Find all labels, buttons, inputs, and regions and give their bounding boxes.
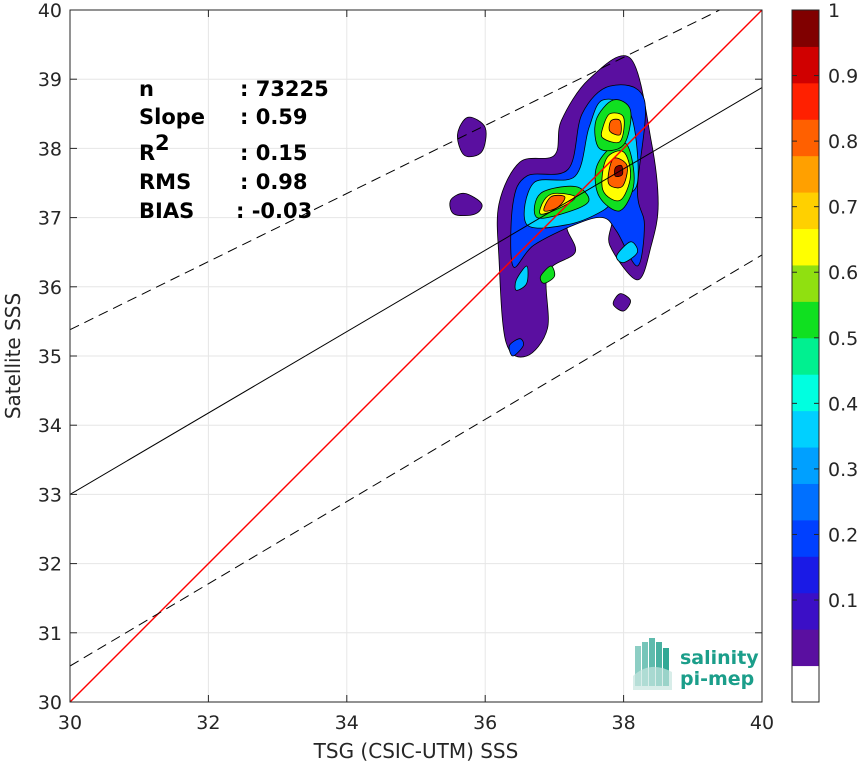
colorbar-tick-label: 0.9	[828, 66, 858, 88]
colorbar-segment	[792, 556, 819, 594]
salinity-pi-mep-logo: salinity pi-mep	[633, 638, 759, 690]
colorbar-segment	[792, 192, 819, 230]
density-contour-18	[608, 118, 622, 136]
x-tick-label: 36	[473, 712, 497, 734]
stat-value-1: : 0.59	[240, 105, 308, 129]
colorbar-segment	[792, 10, 819, 47]
lower-bound-line	[70, 254, 762, 667]
density-contour-1	[457, 116, 487, 158]
x-tick-label: 30	[58, 712, 82, 734]
colorbar-segment	[792, 592, 819, 630]
y-tick-label: 40	[38, 0, 62, 22]
identity-line	[70, 10, 762, 702]
colorbar-tick-label: 0.7	[828, 197, 858, 219]
density-contour-4	[508, 338, 524, 357]
colorbar-tick-label: 1	[828, 0, 840, 22]
y-tick-label: 34	[38, 415, 62, 437]
stat-value-3: : 0.98	[240, 170, 308, 194]
colorbar-segment	[792, 264, 819, 302]
reference-lines	[70, 10, 762, 702]
y-tick-label: 37	[38, 208, 62, 230]
stat-name-3: RMS	[139, 170, 191, 194]
colorbar-segment	[792, 228, 819, 266]
stat-name-1: Slope	[139, 105, 205, 129]
colorbar-segment	[792, 519, 819, 557]
density-contour-8	[616, 241, 638, 264]
y-tick-label: 39	[38, 69, 62, 91]
density-contour-3	[612, 293, 631, 312]
colorbar-segment	[792, 46, 819, 84]
density-contour-19	[614, 164, 624, 177]
colorbar-tick-label: 0.6	[828, 262, 858, 284]
colorbar-tick-label: 0.2	[828, 524, 858, 546]
y-tick-label: 35	[38, 346, 62, 368]
y-tick-label: 30	[38, 692, 62, 714]
colorbar-segment	[792, 410, 819, 448]
colorbar-segment	[792, 155, 819, 193]
stat-name-2: R	[139, 141, 155, 165]
stat-value-0: : 73225	[240, 77, 329, 101]
colorbar-frame	[791, 9, 820, 703]
colorbar-segment	[792, 483, 819, 521]
y-tick-label: 38	[38, 138, 62, 160]
y-axis-label: Satellite SSS	[1, 293, 25, 419]
colorbar-tick-label: 0.4	[828, 393, 858, 415]
stat-name-4: BIAS	[139, 199, 194, 223]
x-tick-label: 38	[612, 712, 636, 734]
density-contour-2	[449, 192, 483, 217]
stat-sup-2: 2	[155, 131, 170, 155]
colorbar-tick-label: 0.3	[828, 459, 858, 481]
x-tick-label: 34	[335, 712, 359, 734]
stat-name-0: n	[139, 77, 154, 101]
density-contour-16	[543, 194, 566, 212]
density-contours	[449, 55, 659, 358]
y-tick-label: 36	[38, 277, 62, 299]
colorbar-segment	[792, 629, 819, 667]
stat-value-2: : 0.15	[240, 141, 308, 165]
y-tick-label: 33	[38, 484, 62, 506]
density-contour-7	[514, 265, 529, 291]
colorbar-segment	[792, 82, 819, 120]
colorbar-segment	[792, 665, 819, 703]
y-axis-ticks: 30 31 32 33 34 35 36 37 38 39 40	[38, 0, 762, 714]
wave-logo-icon	[633, 638, 672, 690]
upper-bound-line	[70, 10, 721, 331]
colorbar-segment	[792, 337, 819, 375]
x-tick-label: 40	[750, 712, 774, 734]
colorbar: 0.1 0.2 0.3 0.4 0.5 0.6 0.7 0.8 0.9 1	[791, 0, 858, 703]
density-contour-12	[539, 265, 556, 284]
colorbar-segment	[792, 447, 819, 484]
colorbar-segment	[792, 374, 819, 412]
x-tick-label: 32	[196, 712, 220, 734]
colorbar-tick-label: 0.5	[828, 328, 858, 350]
y-tick-label: 31	[38, 623, 62, 645]
logo-line2: pi-mep	[680, 668, 754, 690]
x-axis-label: TSG (CSIC-UTM) SSS	[313, 739, 519, 763]
logo-line1: salinity	[680, 647, 759, 669]
colorbar-tick-label: 0.1	[828, 590, 858, 612]
colorbar-segment	[792, 119, 819, 157]
stat-value-4: : -0.03	[236, 199, 312, 223]
x-axis-ticks: 30 32 34 36 38 40	[58, 10, 774, 734]
colorbar-tick-label: 0.8	[828, 131, 858, 153]
regression-line	[70, 87, 762, 495]
colorbar-segment	[792, 301, 819, 339]
stats-block: n : 73225 Slope : 0.59 R 2 : 0.15 RMS : 0.98 BIAS…	[139, 77, 329, 223]
y-tick-label: 32	[38, 554, 62, 576]
